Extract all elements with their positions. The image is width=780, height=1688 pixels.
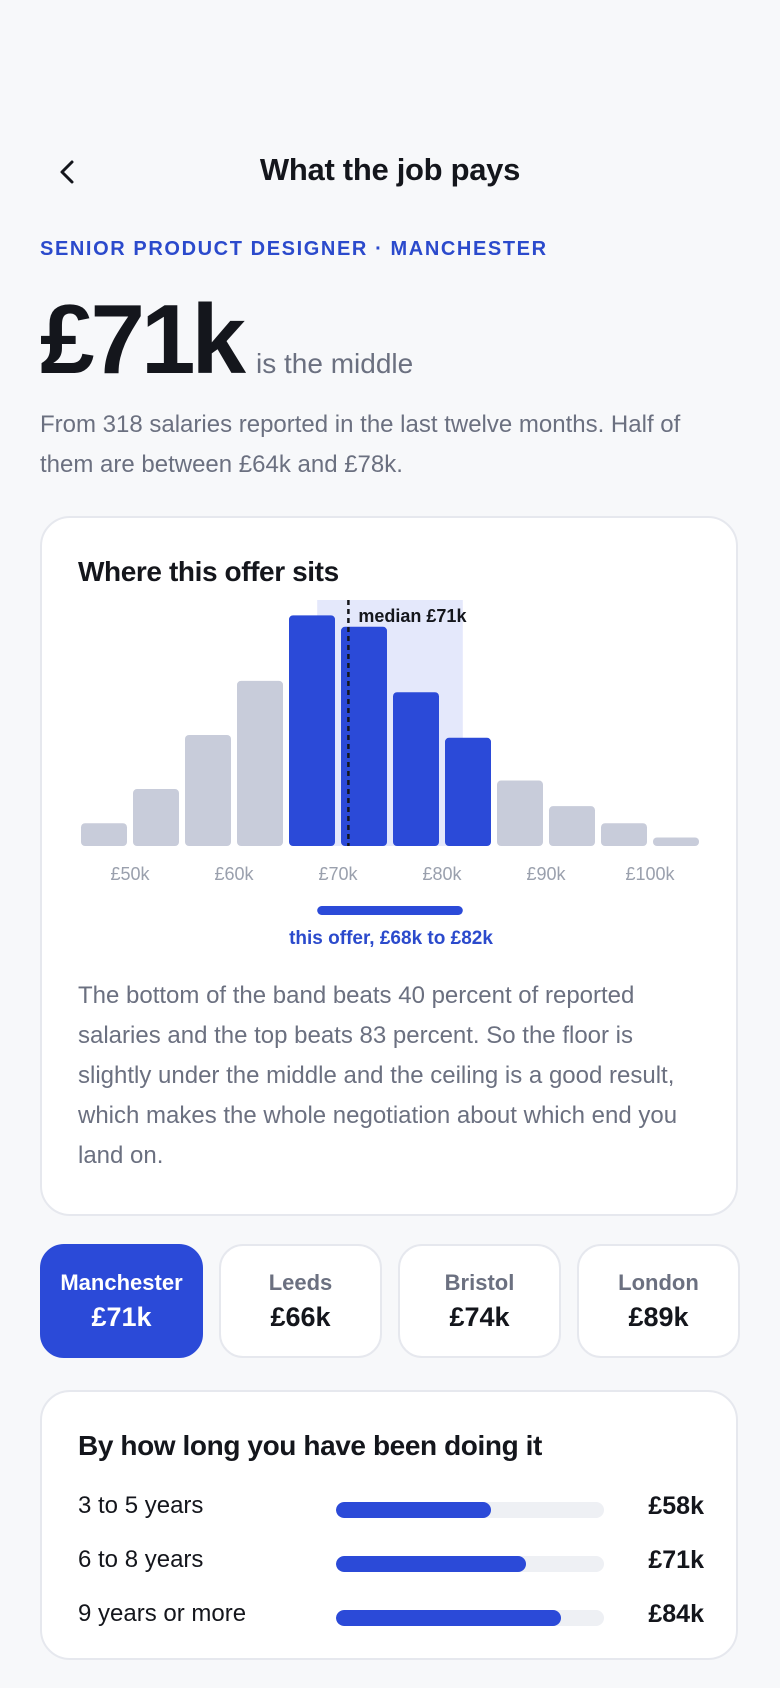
histogram-bar	[237, 680, 283, 846]
histogram-bar	[81, 823, 127, 846]
histogram-bar	[445, 737, 491, 846]
top-bar: What the job pays	[0, 150, 780, 194]
experience-row: 6 to 8 years £71k	[78, 1544, 704, 1580]
experience-row: 9 years or more £84k	[78, 1598, 704, 1634]
median-salary-value: £71k	[40, 284, 246, 394]
offer-position-card: Where this offer sits median £71k £50k £60…	[40, 516, 738, 1216]
city-name: Manchester	[60, 1270, 183, 1295]
experience-label: 3 to 5 years	[78, 1492, 204, 1519]
city-median-value: £74k	[449, 1302, 510, 1332]
experience-value: £58k	[648, 1492, 704, 1520]
median-salary-caption: is the middle	[256, 348, 414, 379]
x-tick-label: £70k	[318, 864, 358, 884]
x-tick-label: £100k	[625, 864, 675, 884]
experience-bar-track	[336, 1556, 604, 1572]
back-icon[interactable]	[52, 156, 84, 188]
city-tab-bristol[interactable]: Bristol £74k	[398, 1244, 561, 1358]
x-tick-label: £60k	[214, 864, 254, 884]
offer-range-caption: this offer, £68k to £82k	[289, 928, 493, 949]
experience-value: £71k	[648, 1546, 704, 1574]
city-name: Bristol	[444, 1270, 515, 1295]
city-tab-leeds[interactable]: Leeds £66k	[219, 1244, 382, 1358]
experience-label: 9 years or more	[78, 1600, 247, 1627]
experience-row: 3 to 5 years £58k	[78, 1490, 704, 1526]
histogram-bar	[393, 692, 439, 846]
city-selector: Manchester £71k Leeds £66k Bristol £74k London…	[40, 1244, 740, 1358]
histogram-bar	[601, 823, 647, 846]
x-tick-label: £80k	[422, 864, 462, 884]
city-name: Leeds	[268, 1270, 333, 1295]
experience-card: By how long you have been doing it 3 to …	[40, 1390, 738, 1660]
city-median-value: £71k	[91, 1302, 152, 1332]
histogram-bar	[289, 615, 335, 846]
city-tab-manchester[interactable]: Manchester £71k	[40, 1244, 203, 1358]
offer-card-title: Where this offer sits	[78, 556, 339, 587]
histogram-bar	[133, 789, 179, 846]
histogram-bar	[549, 806, 595, 846]
experience-bar-fill	[336, 1610, 562, 1626]
experience-bar-fill	[336, 1556, 527, 1572]
city-median-value: £89k	[628, 1302, 689, 1332]
page-title: What the job pays	[259, 152, 521, 187]
city-median-value: £66k	[270, 1302, 331, 1332]
job-context-label: SENIOR PRODUCT DESIGNER · MANCHESTER	[40, 238, 548, 260]
experience-bar-track	[336, 1610, 604, 1626]
city-name: London	[618, 1270, 699, 1295]
experience-value: £84k	[648, 1600, 704, 1628]
histogram-bar	[341, 626, 387, 846]
experience-bar-fill	[336, 1502, 492, 1518]
x-tick-label: £50k	[110, 864, 150, 884]
experience-bar-track	[336, 1502, 604, 1518]
offer-range-band	[317, 600, 463, 846]
histogram-bar	[653, 837, 699, 846]
offer-explanation: The bottom of the band beats 40 percent …	[78, 982, 678, 1169]
salary-histogram: median £71k £50k £60k £70k £80k £90k £100k	[81, 600, 699, 915]
experience-card-title: By how long you have been doing it	[78, 1430, 542, 1461]
median-label: median £71k	[358, 606, 467, 626]
city-tab-london[interactable]: London £89k	[577, 1244, 740, 1358]
histogram-bar	[497, 780, 543, 846]
offer-range-bar	[317, 906, 463, 915]
x-tick-label: £90k	[526, 864, 566, 884]
summary-text: From 318 salaries reported in the last t…	[40, 411, 681, 478]
experience-label: 6 to 8 years	[78, 1546, 204, 1573]
hero-salary: £71k is the middle	[40, 290, 413, 388]
histogram-bar	[185, 734, 231, 846]
